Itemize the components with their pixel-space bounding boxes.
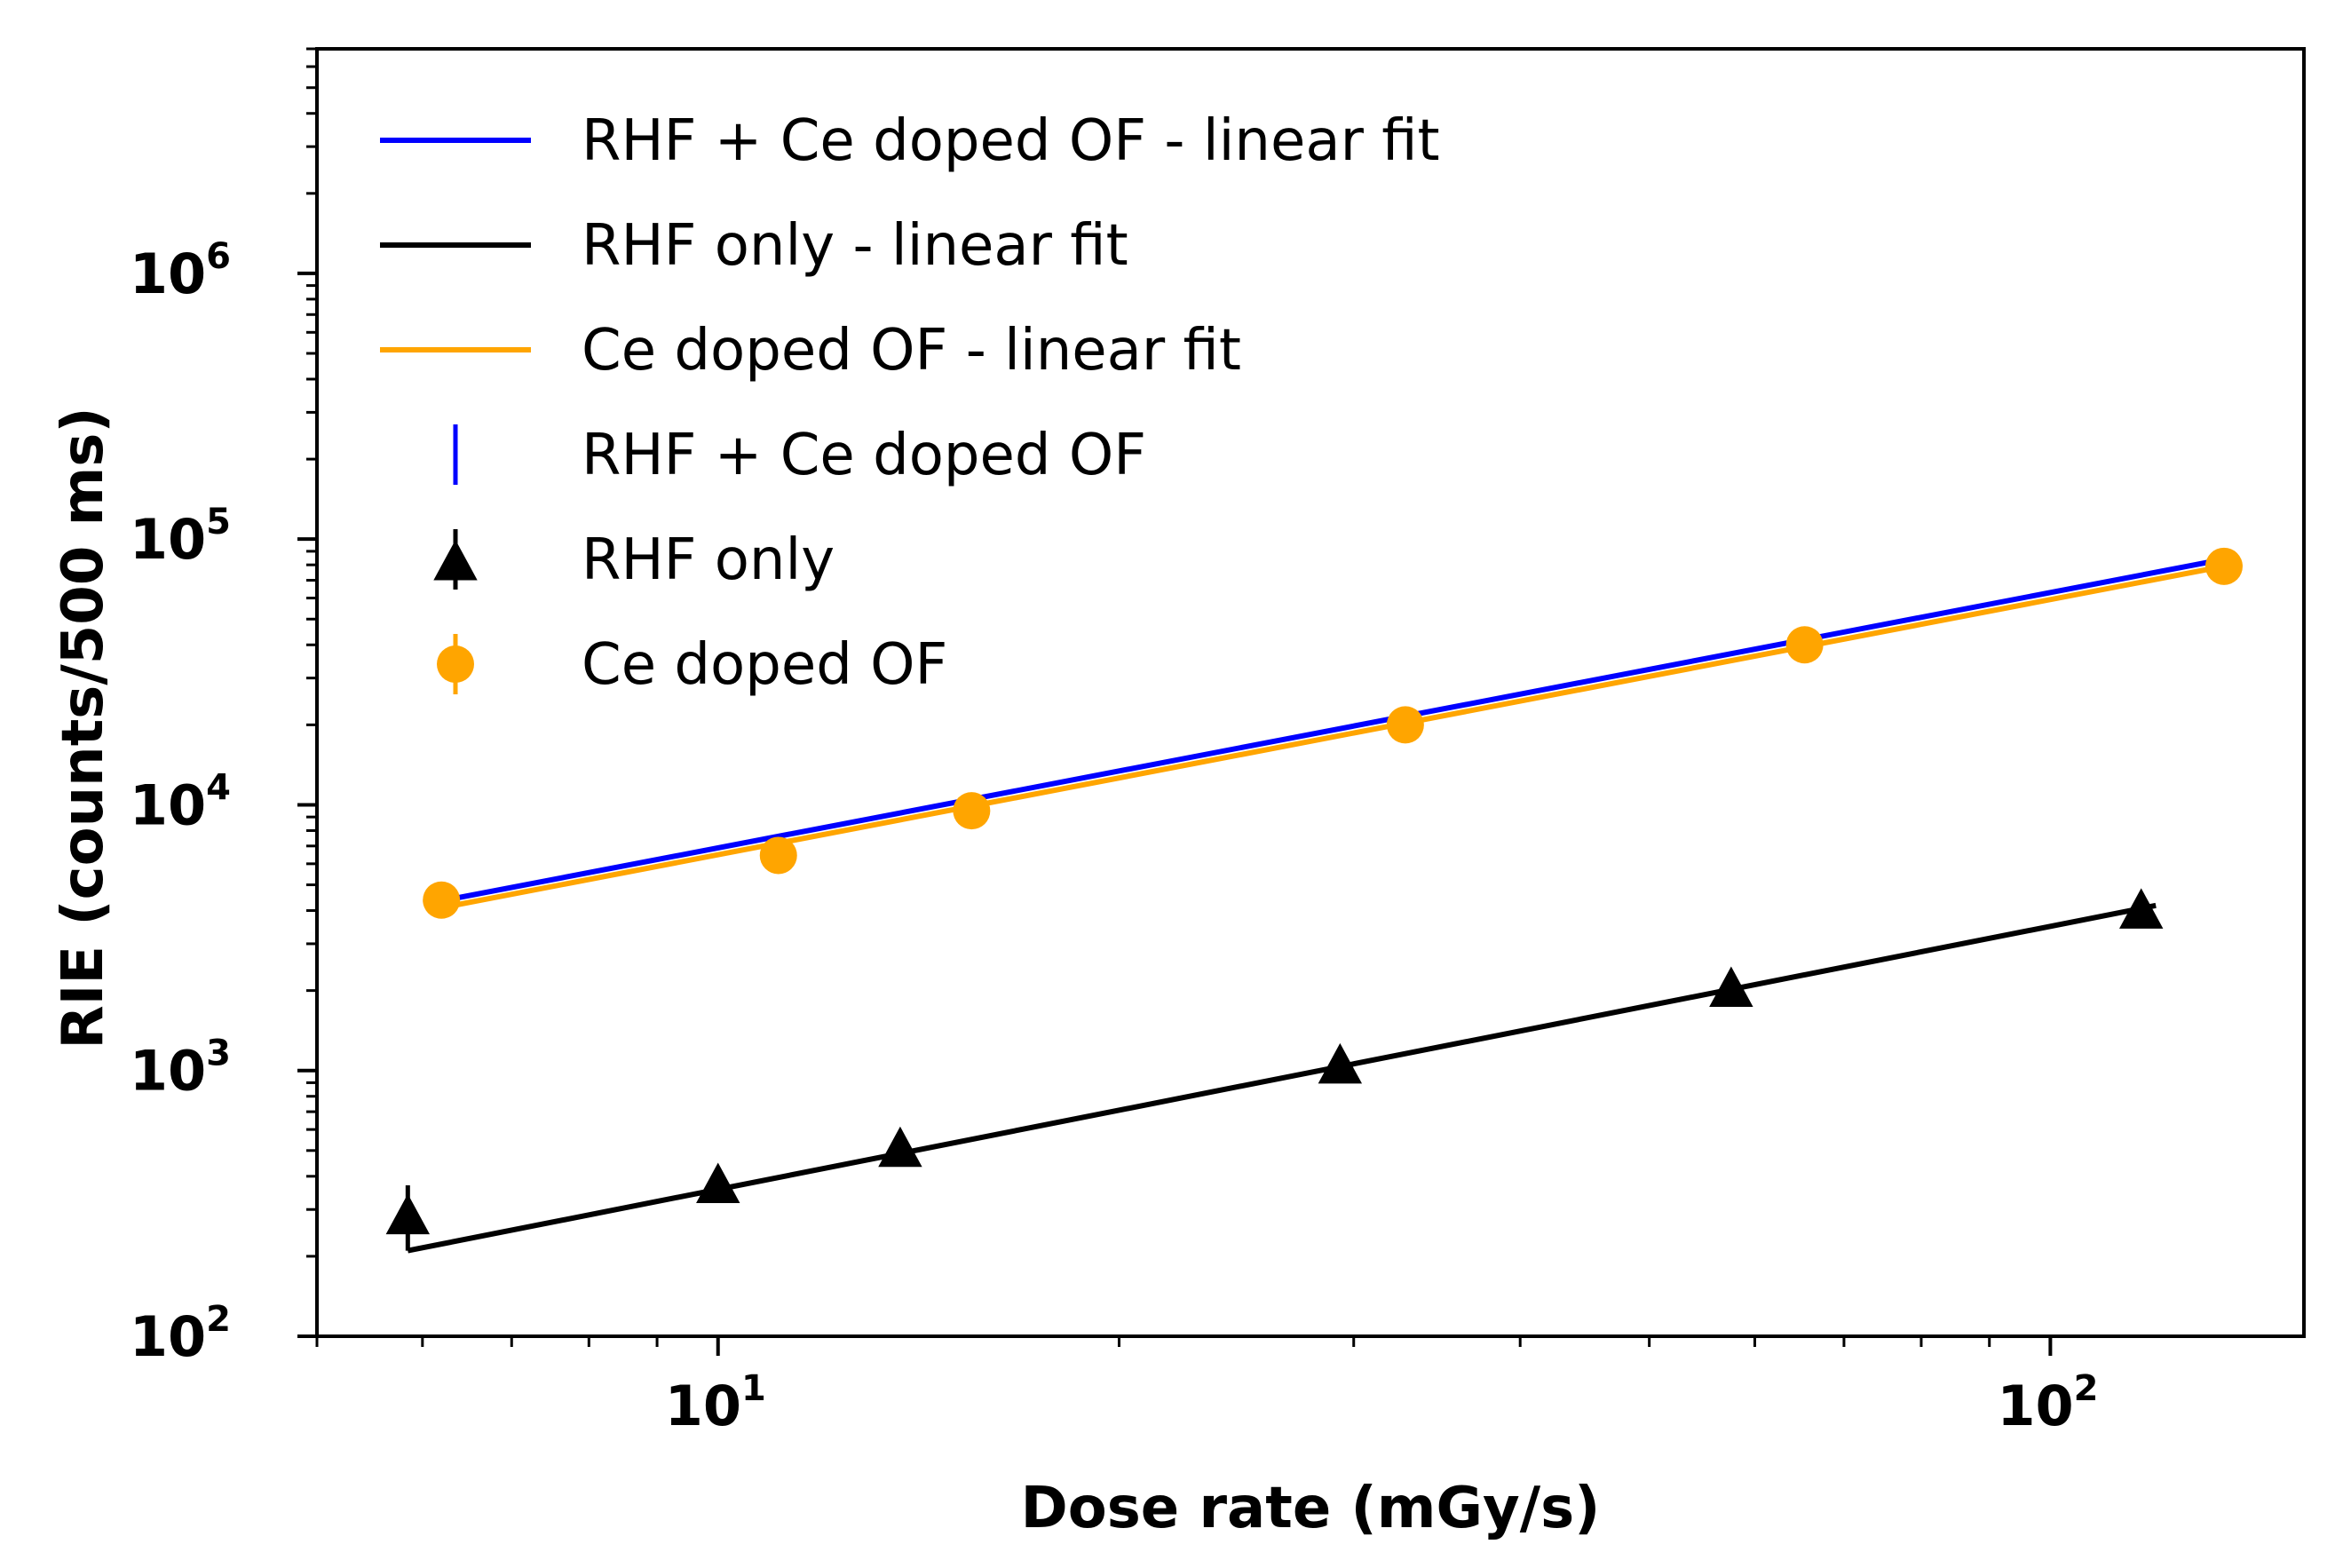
x-tick-label: 101 (665, 1368, 766, 1438)
plot-series (385, 547, 2243, 1254)
x-axis-title: Dose rate (mGy/s) (1021, 1476, 1601, 1541)
data-point-circle (1785, 626, 1824, 664)
legend-label: RHF only - linear fit (582, 213, 1128, 279)
axis-ticks: 102 103 104 105 106 101 102 (130, 47, 2099, 1438)
data-point-circle (953, 792, 991, 830)
y-tick-label: 102 (130, 1299, 231, 1369)
y-tick-label: 106 (130, 236, 231, 306)
fit-line (407, 902, 2157, 1254)
fit-line (440, 556, 2225, 904)
data-point-triangle (1709, 966, 1753, 1008)
legend-label: Ce doped OF (582, 632, 947, 698)
y-tick-label: 104 (130, 767, 231, 837)
legend-triangle-marker (433, 540, 478, 581)
y-tick-label: 103 (130, 1033, 231, 1104)
x-tick-label: 102 (1997, 1368, 2098, 1438)
data-point-triangle (2119, 888, 2164, 929)
fit-line (440, 563, 2225, 911)
legend: RHF + Ce doped OF - linear fit RHF only -… (380, 108, 1440, 698)
data-point-triangle (878, 1126, 922, 1168)
legend-label: Ce doped OF - linear fit (582, 318, 1241, 384)
data-point-circle (2204, 547, 2243, 585)
data-point-circle (1386, 706, 1424, 744)
legend-label: RHF only (582, 527, 835, 593)
data-point-triangle (385, 1193, 431, 1235)
y-axis-title: RIE (counts/500 ms) (51, 407, 116, 1049)
y-tick-label: 105 (130, 502, 231, 572)
data-point-circle (759, 836, 797, 875)
data-point-circle (423, 881, 461, 919)
plot-frame (315, 47, 2306, 1338)
legend-label: RHF + Ce doped OF - linear fit (582, 108, 1440, 174)
legend-label: RHF + Ce doped OF (582, 423, 1146, 488)
legend-circle-marker (437, 645, 474, 683)
data-point-triangle (696, 1162, 740, 1203)
data-point-triangle (1318, 1042, 1363, 1084)
